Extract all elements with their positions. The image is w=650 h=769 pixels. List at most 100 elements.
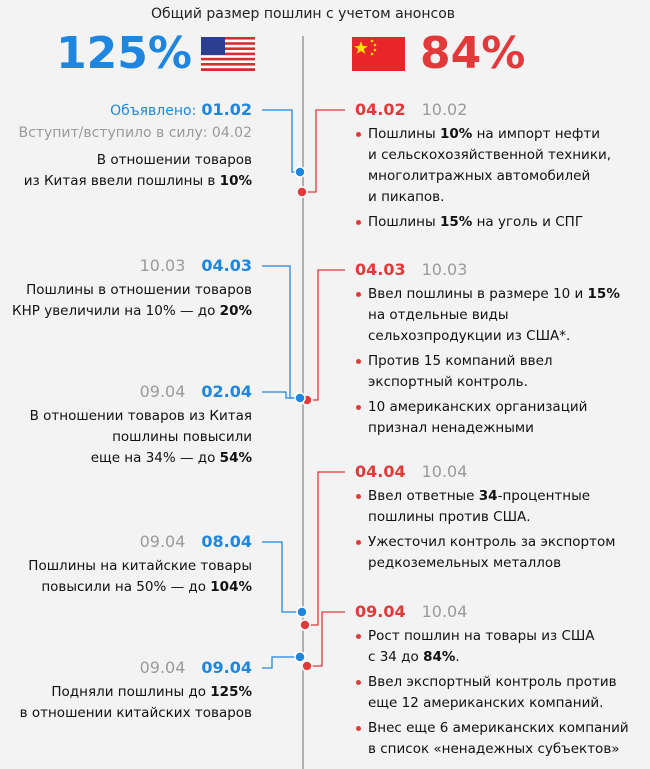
- text-line: Против 15 компаний ввел: [368, 351, 553, 372]
- description: Подняли пошлины до 125% в отношении китай…: [20, 682, 252, 724]
- text-line: на отдельные виды: [368, 305, 620, 326]
- effective-value: 09.04: [139, 382, 186, 401]
- text: Пошлины: [368, 126, 440, 142]
- dates: 09.04 09.04: [140, 657, 252, 679]
- dates: 10.03 04.03: [140, 255, 252, 277]
- text: еще на 34% — до: [90, 450, 220, 466]
- announced-value: 09.04: [201, 658, 252, 677]
- text: на импорт нефти: [472, 126, 601, 142]
- effective-date: Вступит/вступило в силу: 04.02: [19, 122, 252, 144]
- bold-text: 125%: [210, 684, 252, 700]
- text-line: В отношении товаров из Китая: [30, 406, 252, 427]
- bullet-dot: [356, 634, 361, 639]
- description: В отношении товаров из Китая ввели пошлин…: [24, 150, 252, 192]
- text: в список «ненадежных субъектов»: [368, 741, 620, 757]
- description: Ввел пошлины в размере 10 и 15% на отдель…: [368, 284, 620, 347]
- title: Общий размер пошлин с учетом анонсов: [150, 6, 456, 22]
- text-line: КНР увеличили на 10% — до 20%: [12, 301, 252, 322]
- text-line: пошлины против США.: [368, 507, 590, 528]
- text: сельхозпродукции из США*.: [368, 328, 571, 344]
- dates: 04.04 10.04: [355, 461, 467, 483]
- description: 10 американских организаций признал ненад…: [368, 397, 587, 439]
- text: Пошлины в отношении товаров: [26, 282, 252, 298]
- announced-value: 01.02: [201, 100, 252, 119]
- text-line: Пошлины в отношении товаров: [12, 280, 252, 301]
- effective-value: 09.04: [139, 532, 186, 551]
- text: многолитражных автомобилей: [368, 168, 591, 184]
- text-line: В отношении товаров: [24, 150, 252, 171]
- bullet-dot: [356, 292, 361, 297]
- announced-value: 09.04: [355, 602, 406, 621]
- text-line: Пошлины 10% на импорт нефти: [368, 124, 611, 145]
- announced-value: 04.03: [355, 260, 406, 279]
- text: пошлины против США.: [368, 509, 531, 525]
- text: Против 15 компаний ввел: [368, 353, 553, 369]
- china-total: 84%: [420, 28, 526, 79]
- effective-value: 10.03: [421, 260, 468, 279]
- dates: 09.04 08.04: [140, 531, 252, 553]
- text: Подняли пошлины до: [51, 684, 211, 700]
- bold-text: 10%: [439, 126, 473, 142]
- announced-value: 02.04: [201, 382, 252, 401]
- effective-label: Вступит/вступило в силу:: [18, 125, 208, 141]
- text: Пошлины на китайские товары: [28, 558, 252, 574]
- text-line: сельхозпродукции из США*.: [368, 326, 620, 347]
- dates: 09.04 10.04: [355, 601, 467, 623]
- text-line: в отношении китайских товаров: [20, 703, 252, 724]
- description: Пошлины 10% на импорт нефти и сельскохозя…: [368, 124, 611, 208]
- bullet-dot: [356, 132, 361, 137]
- text-line: 10 американских организаций: [368, 397, 587, 418]
- text: В отношении товаров: [96, 152, 252, 168]
- text: КНР увеличили на 10% — до: [12, 303, 220, 319]
- bullet-dot: [356, 540, 361, 545]
- dates: 09.04 02.04: [140, 381, 252, 403]
- announced-value: 08.04: [201, 532, 252, 551]
- effective-value: 10.04: [421, 462, 468, 481]
- text: В отношении товаров из Китая: [29, 408, 252, 424]
- text: повысили на 50% — до: [41, 579, 211, 595]
- text-line: Ввел ответные 34-процентные: [368, 486, 590, 507]
- text: Рост пошлин на товары из США: [368, 628, 595, 644]
- text-line: признал ненадежными: [368, 418, 587, 439]
- description: Ужесточил контроль за экспортом редкоземе…: [368, 532, 615, 574]
- effective-value: 10.03: [139, 256, 186, 275]
- bold-text: 54%: [219, 450, 252, 466]
- bullet-dot: [356, 220, 361, 225]
- text: в отношении китайских товаров: [19, 705, 252, 721]
- text-line: многолитражных автомобилей: [368, 166, 611, 187]
- bold-text: 15%: [587, 286, 620, 302]
- description: Внес еще 6 американских компаний в список…: [368, 718, 629, 760]
- description: Ввел ответные 34-процентные пошлины проти…: [368, 486, 590, 528]
- announced-label: Объявлено:: [110, 103, 197, 119]
- text: пошлины повысили: [112, 429, 252, 445]
- text-line: из Китая ввели пошлины в 10%: [24, 171, 252, 192]
- description: Пошлины на китайские товары повысили на 5…: [28, 556, 252, 598]
- text-line: Ввел экспортный контроль против: [368, 672, 617, 693]
- text-line: пошлины повысили: [30, 427, 252, 448]
- description: Против 15 компаний ввел экспортный контро…: [368, 351, 553, 393]
- text: на уголь и СПГ: [472, 214, 584, 230]
- text-line: Ввел пошлины в размере 10 и 15%: [368, 284, 620, 305]
- text: 10 американских организаций: [368, 399, 588, 415]
- usa-total: 125%: [56, 28, 192, 79]
- bold-text: 15%: [439, 214, 473, 230]
- bullet-dot: [356, 405, 361, 410]
- text: с 34 до: [368, 649, 424, 665]
- description: Пошлины 15% на уголь и СПГ: [368, 212, 583, 233]
- text: Ввел пошлины в размере 10 и: [368, 286, 588, 302]
- text-line: и сельскохозяйственной техники,: [368, 145, 611, 166]
- effective-value: 04.02: [211, 125, 252, 141]
- announced-value: 04.02: [355, 100, 406, 119]
- announced-date: Объявлено: 01.02: [110, 99, 252, 122]
- text-line: Внес еще 6 американских компаний: [368, 718, 629, 739]
- text: Пошлины: [368, 214, 440, 230]
- text: признал ненадежными: [368, 420, 534, 436]
- announced-value: 04.04: [355, 462, 406, 481]
- text-line: редкоземельных металлов: [368, 553, 615, 574]
- description: Рост пошлин на товары из США с 34 до 84%.: [368, 626, 595, 668]
- effective-value: 09.04: [139, 658, 186, 677]
- bullet-dot: [356, 359, 361, 364]
- announced-value: 04.03: [201, 256, 252, 275]
